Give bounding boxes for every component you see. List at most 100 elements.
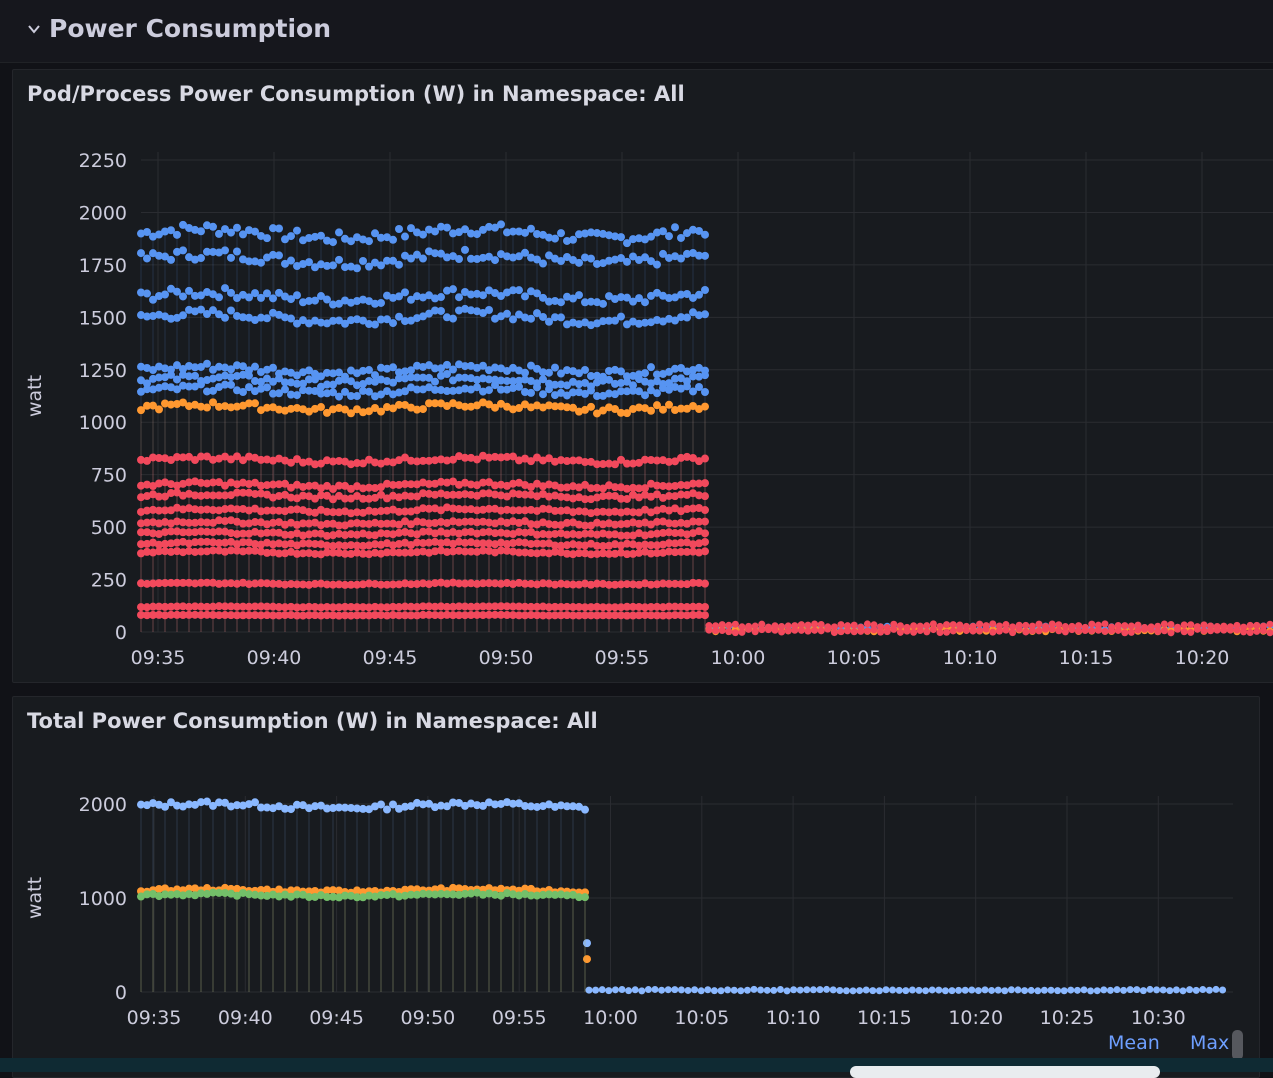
x-tick-label: 10:25 <box>1040 1007 1095 1029</box>
data-point <box>831 629 838 636</box>
data-point <box>197 254 205 262</box>
data-point <box>876 987 883 994</box>
data-point <box>1213 986 1220 993</box>
data-point <box>770 987 777 994</box>
data-point <box>581 806 589 814</box>
data-point <box>1087 987 1094 994</box>
data-point <box>545 385 553 393</box>
data-point <box>752 628 759 635</box>
data-point <box>1173 986 1180 993</box>
legend-max-header[interactable]: Max <box>1190 1032 1229 1054</box>
data-point <box>830 986 837 993</box>
x-tick-label: 10:15 <box>857 1007 912 1029</box>
x-tick-label: 10:05 <box>674 1007 729 1029</box>
data-point <box>904 628 911 635</box>
data-point <box>909 987 916 994</box>
data-point <box>1227 627 1234 634</box>
data-point <box>215 293 223 301</box>
data-point <box>581 893 589 901</box>
x-tick-label: 10:20 <box>1175 647 1230 669</box>
data-point <box>955 987 962 994</box>
data-point <box>902 987 909 994</box>
legend-mean-header[interactable]: Mean <box>1108 1032 1160 1054</box>
data-point <box>377 299 385 307</box>
data-point <box>1061 987 1068 994</box>
data-point <box>1140 987 1147 994</box>
data-point <box>1008 986 1015 993</box>
data-point <box>1201 627 1208 634</box>
x-tick-label: 10:15 <box>1059 647 1114 669</box>
data-point <box>461 246 469 254</box>
data-point <box>665 232 673 240</box>
x-tick-label: 10:30 <box>1131 1007 1186 1029</box>
data-point <box>975 987 982 994</box>
data-point <box>652 986 659 993</box>
data-point <box>838 621 845 628</box>
x-tick-label: 10:10 <box>943 647 998 669</box>
data-point <box>227 306 235 314</box>
row-header[interactable]: Power Consumption <box>0 0 1273 63</box>
data-point <box>485 306 493 314</box>
data-point <box>1161 627 1168 634</box>
data-point <box>1009 629 1016 636</box>
data-point <box>851 622 858 629</box>
data-point <box>671 986 678 993</box>
data-point <box>275 251 283 259</box>
y-tick-label: 1000 <box>79 412 127 434</box>
data-point <box>976 627 983 634</box>
data-point <box>871 626 878 633</box>
data-point <box>1247 629 1254 636</box>
x-tick-label: 09:55 <box>492 1007 547 1029</box>
data-point <box>712 627 719 634</box>
x-tick-label: 10:00 <box>711 647 766 669</box>
data-point <box>1128 622 1135 629</box>
y-tick-label: 2000 <box>79 794 127 816</box>
data-point <box>455 255 463 263</box>
data-point <box>569 236 577 244</box>
data-point <box>1048 987 1055 994</box>
data-point <box>599 300 607 308</box>
data-point <box>619 986 626 993</box>
y-axis-label: watt <box>24 877 46 919</box>
data-point <box>1088 627 1095 634</box>
data-point <box>937 629 944 636</box>
data-point <box>701 286 709 294</box>
chevron-down-icon[interactable] <box>27 22 41 36</box>
data-point <box>1036 627 1043 634</box>
scrollbar[interactable] <box>1232 1030 1243 1060</box>
data-point <box>1102 620 1109 627</box>
data-point <box>437 293 445 301</box>
data-point <box>701 603 709 611</box>
data-point <box>989 620 996 627</box>
data-point <box>950 627 957 634</box>
data-point <box>586 987 593 994</box>
data-point <box>1168 621 1175 628</box>
data-point <box>143 290 151 298</box>
data-point <box>587 386 595 394</box>
data-point <box>1219 987 1226 994</box>
data-point <box>850 987 857 994</box>
data-point <box>1166 987 1173 994</box>
data-point <box>824 626 831 633</box>
data-point <box>701 518 709 526</box>
data-point <box>1029 627 1036 634</box>
data-point <box>515 286 523 294</box>
data-point <box>701 231 709 239</box>
data-point <box>764 987 771 994</box>
data-point <box>698 987 705 994</box>
data-point <box>739 629 746 636</box>
data-point <box>581 366 589 374</box>
data-point <box>910 629 917 636</box>
data-point <box>757 986 764 993</box>
data-point <box>1022 628 1029 635</box>
data-point <box>143 254 151 262</box>
data-point <box>1082 627 1089 634</box>
data-point <box>1108 627 1115 634</box>
data-point <box>197 227 205 235</box>
data-point <box>533 383 541 391</box>
data-point <box>293 227 301 235</box>
data-point <box>293 291 301 299</box>
data-point <box>395 225 403 233</box>
